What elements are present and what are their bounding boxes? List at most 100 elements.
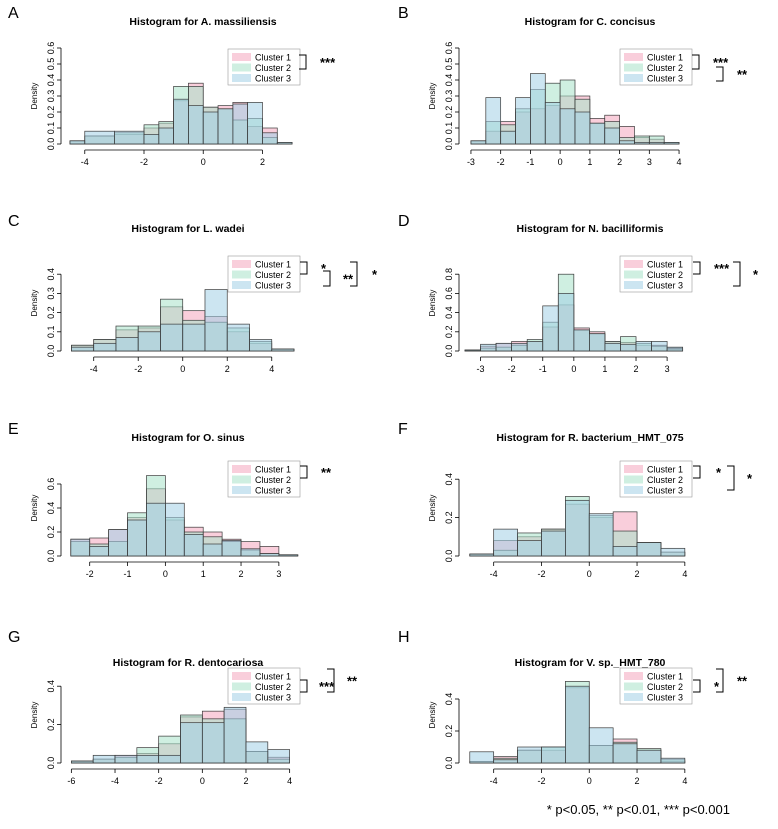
y-tick-label: 0.0 xyxy=(444,757,454,770)
x-tick-label: 2 xyxy=(260,157,265,167)
significance-footnote: * p<0.05, ** p<0.01, *** p<0.001 xyxy=(546,802,730,817)
x-tick-label: 4 xyxy=(682,569,687,579)
bar-cluster-3-bin-6 xyxy=(612,743,638,764)
significance-bracket xyxy=(299,54,307,70)
x-tick-label: -4 xyxy=(111,776,119,786)
legend-swatch-1 xyxy=(624,672,643,680)
x-tick-label: 2 xyxy=(635,569,640,579)
significance-label: ** xyxy=(347,674,358,689)
bar-cluster-3-bin-9 xyxy=(232,103,249,145)
x-tick-label: -3 xyxy=(477,364,485,374)
legend-label-2: Cluster 2 xyxy=(255,270,291,280)
bar-cluster-3-bin-0 xyxy=(464,349,481,352)
bar-cluster-3-bin-4 xyxy=(526,341,544,352)
legend-swatch-2 xyxy=(624,270,643,279)
x-tick-label: 0 xyxy=(558,157,563,167)
panel-letter: E xyxy=(8,421,19,438)
legend-label-1: Cluster 1 xyxy=(647,465,683,475)
bar-cluster-3-bin-13 xyxy=(666,346,684,352)
y-tick-label: 0.3 xyxy=(46,90,56,103)
x-tick-label: -6 xyxy=(67,776,75,786)
bar-cluster-3-bin-5 xyxy=(588,513,614,557)
legend-swatch-1 xyxy=(232,53,251,61)
bar-cluster-3-bin-1 xyxy=(493,759,518,764)
y-tick-label: 0.0 xyxy=(444,345,454,358)
x-tick-label: 2 xyxy=(243,776,248,786)
bar-cluster-3-bin-5 xyxy=(544,102,561,145)
chart-title: Histogram for N. bacilliformis xyxy=(516,223,663,235)
legend-swatch-3 xyxy=(232,281,251,289)
x-tick-label: -4 xyxy=(81,157,89,167)
y-tick-label: 0.6 xyxy=(444,42,454,55)
bar-cluster-3-bin-0 xyxy=(71,346,95,352)
significance-label: *** xyxy=(713,55,729,70)
legend-label-2: Cluster 2 xyxy=(647,63,683,73)
legend-swatch-3 xyxy=(232,74,251,82)
bar-cluster-3-bin-8 xyxy=(221,540,242,557)
bar-cluster-3-bin-0 xyxy=(470,140,487,145)
bar-cluster-3-bin-6 xyxy=(188,105,204,145)
legend-label-1: Cluster 1 xyxy=(255,672,291,682)
y-tick-label: 0.0 xyxy=(46,757,56,770)
legend-label-1: Cluster 1 xyxy=(647,53,683,63)
bar-cluster-3-bin-4 xyxy=(158,127,174,145)
x-tick-label: -2 xyxy=(508,364,516,374)
bar-cluster-3-bin-5 xyxy=(182,323,206,352)
y-axis-title: Density xyxy=(428,495,437,522)
bar-cluster-3-bin-8 xyxy=(217,108,234,145)
bar-cluster-3-bin-6 xyxy=(612,546,638,557)
significance-bracket xyxy=(300,465,308,479)
bar-cluster-3-bin-9 xyxy=(267,749,290,764)
significance-bracket xyxy=(693,679,701,693)
bar-cluster-3-bin-5 xyxy=(180,722,203,764)
bar-cluster-3-bin-0 xyxy=(469,553,495,557)
x-tick-label: 2 xyxy=(635,776,640,786)
panel-D: D Histogram for N. bacilliformis -3 -2 -1 0 1 2… xyxy=(398,213,759,374)
bar-cluster-3-bin-2 xyxy=(517,746,542,764)
legend-swatch-3 xyxy=(624,74,643,82)
y-tick-label: 0.0 xyxy=(444,550,454,563)
y-tick-label: 0.0 xyxy=(46,138,56,151)
significance-label: * xyxy=(321,261,327,276)
y-tick-label: 0.5 xyxy=(444,58,454,71)
panel-A: A Histogram for A. massiliensis -4 -2 0 2 0.0 0… xyxy=(8,5,336,167)
legend-label-2: Cluster 2 xyxy=(255,63,291,73)
panel-G: G Histogram for R. dentocariosa -6 -4 -2 0 2 4 0… xyxy=(8,629,358,786)
legend-swatch-2 xyxy=(232,475,251,484)
bar-cluster-3-bin-12 xyxy=(651,341,668,352)
significance-bracket xyxy=(692,54,700,70)
x-tick-label: 0 xyxy=(200,776,205,786)
y-tick-label: 0.0 xyxy=(444,138,454,151)
panel-B: B Histogram for C. concisus -3 -2 -1 0 1 2 3 4 0.0… xyxy=(398,5,748,167)
bar-cluster-3-bin-2 xyxy=(114,130,145,145)
x-tick-label: -4 xyxy=(90,364,98,374)
legend-label-2: Cluster 2 xyxy=(647,270,683,280)
bar-cluster-3-bin-6 xyxy=(201,722,225,764)
bar-cluster-3-bin-11 xyxy=(635,341,652,352)
bar-cluster-3-bin-1 xyxy=(493,528,518,557)
bar-cluster-3-bin-4 xyxy=(565,685,590,764)
bar-cluster-3-bin-2 xyxy=(495,342,512,352)
bar-cluster-3-bin-1 xyxy=(92,754,116,764)
legend-label-1: Cluster 1 xyxy=(255,260,291,270)
significance-label: ** xyxy=(737,674,748,689)
legend-label-2: Cluster 2 xyxy=(255,682,291,692)
bar-cluster-3-bin-0 xyxy=(71,760,94,764)
bar-cluster-3-bin-2 xyxy=(114,754,138,764)
bar-cluster-3-bin-11 xyxy=(634,142,650,145)
bar-cluster-3-bin-12 xyxy=(276,142,293,145)
y-tick-label: 0.8 xyxy=(444,268,454,281)
x-tick-label: 4 xyxy=(269,364,274,374)
y-tick-label: 0.2 xyxy=(46,718,56,731)
significance-label: ** xyxy=(737,67,748,82)
bar-cluster-3-bin-5 xyxy=(173,98,189,145)
legend-swatch-3 xyxy=(624,693,643,701)
legend-label-2: Cluster 2 xyxy=(647,475,683,485)
bar-cluster-3-bin-4 xyxy=(565,499,590,557)
bar-cluster-3-bin-12 xyxy=(648,142,665,145)
x-tick-label: -4 xyxy=(490,569,498,579)
x-tick-label: 4 xyxy=(677,157,682,167)
legend-swatch-1 xyxy=(232,465,251,473)
y-tick-label: 0.3 xyxy=(444,90,454,103)
chart-title: Histogram for R. dentocariosa xyxy=(113,657,264,669)
